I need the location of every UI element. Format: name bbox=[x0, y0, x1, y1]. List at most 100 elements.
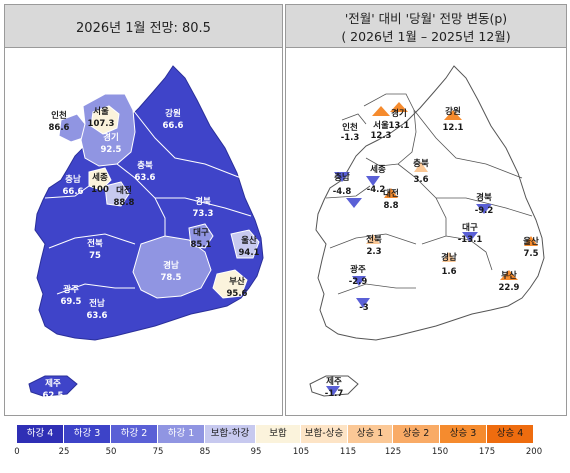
legend-tick-label: 105 bbox=[292, 447, 310, 457]
change-label-gwangju-value: -2.9 bbox=[349, 277, 368, 287]
arrow-down-icon bbox=[366, 176, 380, 186]
region-daegu bbox=[188, 223, 214, 249]
change-label-gyeongnam-value: 1.6 bbox=[441, 267, 456, 277]
arrow-down-icon bbox=[462, 232, 478, 242]
label-daegu-name: 대구 bbox=[193, 227, 209, 238]
legend-tick-label: 25 bbox=[58, 447, 70, 457]
legend-item: 하강 4 bbox=[17, 425, 64, 443]
legend-tick-label: 125 bbox=[384, 447, 402, 457]
label-jeonbuk-name: 전북 bbox=[87, 238, 103, 249]
change-label-ulsan-value: 7.5 bbox=[523, 249, 538, 259]
label-busan-name: 부산 bbox=[229, 276, 245, 287]
change-label-daejeon-name: 대전 bbox=[383, 188, 399, 199]
region-jeju bbox=[28, 375, 78, 397]
label-chungnam-value: 66.6 bbox=[63, 187, 84, 197]
arrow-up-icon bbox=[524, 236, 538, 246]
change-label-ulsan-name: 울산 bbox=[523, 236, 539, 247]
label-ulsan-value: 94.1 bbox=[239, 248, 260, 258]
change-label-jeonbuk-name: 전북 bbox=[366, 234, 382, 245]
change-label-seoul-name: 서울 bbox=[373, 120, 389, 131]
label-gyeongbuk-value: 73.3 bbox=[193, 209, 214, 219]
legend-item: 보합 bbox=[256, 425, 301, 443]
region-busan bbox=[212, 269, 248, 299]
label-gangwon-name: 강원 bbox=[165, 108, 181, 119]
region-ulsan bbox=[230, 229, 260, 259]
change-label-busan-name: 부산 bbox=[501, 270, 517, 281]
arrow-up-icon bbox=[500, 270, 518, 280]
label-gangwon-value: 66.6 bbox=[163, 121, 184, 131]
change-mainland-outline bbox=[315, 65, 545, 341]
change-label-sejong-name: 세종 bbox=[370, 164, 386, 175]
change-label-jeonnam-value: -3 bbox=[359, 303, 369, 313]
label-jeju-value: 62.5 bbox=[43, 391, 64, 401]
legend-tick-label: 85 bbox=[199, 447, 211, 457]
change-label-sejong-value: -4.2 bbox=[367, 185, 386, 195]
label-incheon-name: 인천 bbox=[51, 110, 67, 121]
outlook-map-header: 2026년 1월 전망: 80.5 bbox=[5, 5, 282, 48]
change-label-gyeonggi-value: 13.1 bbox=[389, 121, 410, 131]
change-label-incheon-name: 인천 bbox=[342, 122, 358, 133]
arrow-up-icon bbox=[384, 188, 398, 198]
change-label-daegu-value: -13.1 bbox=[458, 235, 483, 245]
legend-item: 상승 2 bbox=[393, 425, 440, 443]
outlook-map-title: 2026년 1월 전망: 80.5 bbox=[76, 21, 211, 36]
change-label-jeju-name: 제주 bbox=[326, 376, 342, 387]
outlook-map-panel: 2026년 1월 전망: 80.5 인천 86.6 서울 107.3 bbox=[4, 4, 283, 416]
legend-tick-label: 150 bbox=[431, 447, 449, 457]
change-label-gangwon-name: 강원 bbox=[445, 106, 461, 117]
legend-item: 보합-하강 bbox=[205, 425, 256, 443]
region-labels: 인천 86.6 서울 107.3 경기 92.5 강원 66.6 충북 63.6… bbox=[43, 106, 260, 401]
change-label-gyeongbuk-value: -9.2 bbox=[475, 206, 494, 216]
change-label-gyeongnam-name: 경남 bbox=[441, 252, 457, 263]
legend-tick-label: 175 bbox=[478, 447, 496, 457]
change-label-jeju-value: -1.7 bbox=[325, 389, 344, 399]
change-label-chungbuk-value: 3.6 bbox=[413, 175, 428, 185]
label-daegu-value: 85.1 bbox=[191, 240, 212, 250]
change-labels: 인천 -1.3 서울 12.3 경기 13.1 강원 12.1 세종 -4.2 … bbox=[325, 106, 539, 399]
change-map-title: '전월' 대비 '당월' 전망 변동(p) bbox=[344, 11, 508, 26]
arrow-up-icon bbox=[366, 234, 380, 244]
change-label-chungbuk-name: 충북 bbox=[413, 158, 429, 169]
legend-tick-label: 75 bbox=[152, 447, 164, 457]
label-chungbuk-name: 충북 bbox=[137, 160, 153, 171]
legend-item: 상승 1 bbox=[348, 425, 393, 443]
label-gyeongbuk-name: 경북 bbox=[195, 196, 211, 207]
change-label-gwangju-name: 광주 bbox=[350, 264, 366, 275]
label-chungbuk-value: 63.6 bbox=[135, 173, 156, 183]
legend-item: 상승 4 bbox=[487, 425, 534, 443]
label-busan-value: 95.6 bbox=[227, 289, 248, 299]
change-label-incheon-value: -1.3 bbox=[341, 133, 360, 143]
region-sejong bbox=[88, 167, 112, 191]
change-label-gyeonggi-name: 경기 bbox=[391, 108, 407, 119]
arrow-down-icon bbox=[334, 172, 350, 182]
legend-tick-label: 95 bbox=[250, 447, 262, 457]
label-sejong-name: 세종 bbox=[92, 172, 108, 183]
legend-tick-label: 115 bbox=[339, 447, 357, 457]
label-seoul-value: 107.3 bbox=[88, 119, 115, 129]
arrow-up-icon bbox=[444, 110, 462, 120]
korea-change-map: 인천 -1.3 서울 12.3 경기 13.1 강원 12.1 세종 -4.2 … bbox=[309, 65, 545, 399]
legend-ticks: 0 25 50 75 85 95 105 115 125 150 175 200 bbox=[0, 447, 570, 461]
arrow-down-icon bbox=[346, 198, 362, 208]
change-label-chungnam-name: 충남 bbox=[334, 172, 350, 183]
arrow-up-icon bbox=[372, 106, 390, 116]
legend-item: 상승 3 bbox=[440, 425, 487, 443]
legend-tick-label: 200 bbox=[525, 447, 543, 457]
change-map-panel: '전월' 대비 '당월' 전망 변동(p) ( 2026년 1월 – 2025년… bbox=[285, 4, 567, 416]
change-label-busan-value: 22.9 bbox=[499, 283, 520, 293]
label-gwangju-value: 69.5 bbox=[61, 297, 82, 307]
legend-item: 하강 1 bbox=[158, 425, 205, 443]
change-map-header: '전월' 대비 '당월' 전망 변동(p) ( 2026년 1월 – 2025년… bbox=[286, 5, 566, 48]
region-borders bbox=[44, 109, 252, 295]
label-incheon-value: 86.6 bbox=[49, 123, 70, 133]
arrow-down-icon bbox=[476, 204, 492, 214]
legend-item: 하강 3 bbox=[64, 425, 111, 443]
region-seoul bbox=[90, 105, 120, 135]
label-daejeon-name: 대전 bbox=[116, 185, 132, 196]
korea-outlook-map: 인천 86.6 서울 107.3 경기 92.5 강원 66.6 충북 63.6… bbox=[28, 65, 264, 401]
change-label-seoul-value: 12.3 bbox=[371, 131, 392, 141]
change-label-daegu-name: 대구 bbox=[462, 222, 478, 233]
legend-bar: 하강 4 하강 3 하강 2 하강 1 보합-하강 보합 보합-상승 상승 1 상승 2 상승 3… bbox=[17, 425, 534, 443]
region-daejeon bbox=[104, 181, 130, 207]
region-gyeongnam bbox=[132, 235, 212, 299]
